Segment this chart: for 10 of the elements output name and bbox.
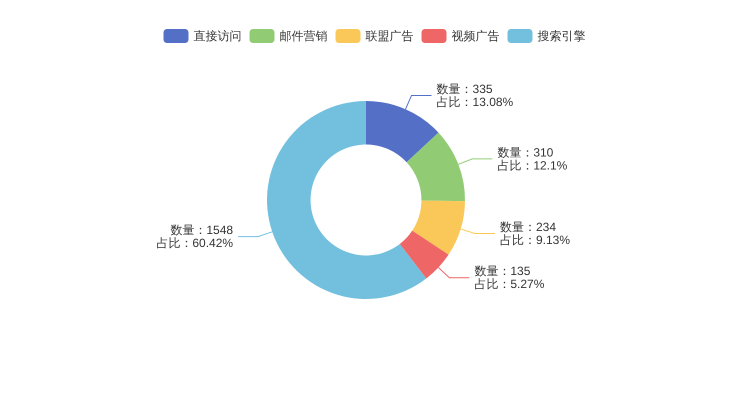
legend-label: 联盟广告 [366, 29, 414, 43]
legend-label: 搜索引擎 [538, 29, 586, 43]
data-label: 数量：135 占比：5.27% [474, 264, 545, 292]
data-label: 数量：335 占比：13.08% [436, 82, 514, 109]
data-label: 数量：1548 占比：60.42% [156, 223, 234, 250]
data-label: 数量：310 占比：12.1% [497, 145, 568, 172]
legend-label: 直接访问 [194, 29, 242, 43]
legend-label: 视频广告 [452, 29, 500, 43]
legend-label: 邮件营销 [280, 29, 328, 43]
data-label: 数量：234 占比：9.13% [500, 220, 570, 247]
